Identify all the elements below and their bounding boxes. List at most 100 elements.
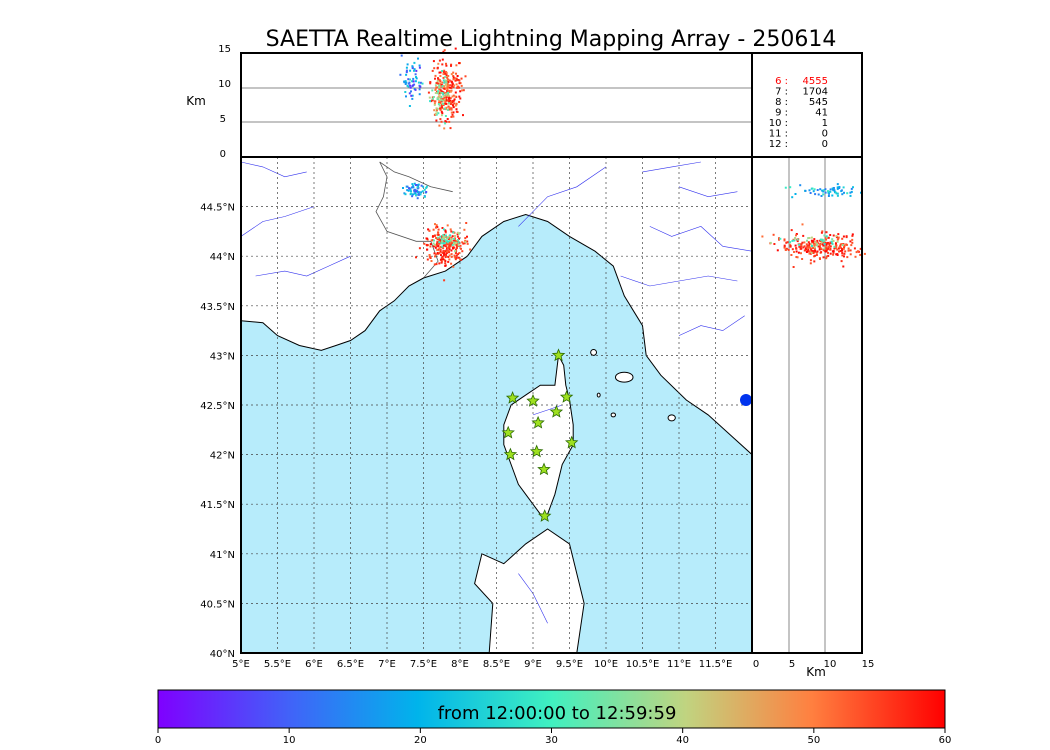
longitude-tick: 9.5°E bbox=[556, 659, 583, 670]
side-point bbox=[859, 253, 862, 256]
side-point bbox=[808, 237, 811, 239]
side-point bbox=[863, 252, 866, 255]
side-point bbox=[829, 234, 832, 236]
altitude-point bbox=[452, 94, 455, 97]
lightning-point bbox=[456, 233, 459, 236]
side-point bbox=[823, 189, 826, 191]
altitude-point bbox=[452, 106, 455, 109]
side-point bbox=[835, 235, 838, 238]
side-point bbox=[810, 248, 813, 251]
lightning-point bbox=[443, 258, 446, 261]
altitude-point bbox=[433, 102, 436, 105]
count-value: 41 bbox=[815, 108, 828, 119]
altitude-point bbox=[413, 68, 416, 71]
lightning-point bbox=[425, 185, 428, 188]
lightning-point bbox=[451, 243, 454, 246]
lightning-point bbox=[438, 241, 441, 244]
altitude-point bbox=[415, 77, 418, 80]
longitude-tick: 10°E bbox=[594, 659, 618, 670]
side-point bbox=[818, 248, 821, 251]
side-point bbox=[842, 265, 845, 268]
altitude-point bbox=[436, 80, 439, 83]
altitude-point bbox=[444, 115, 447, 117]
colorbar-tick-label: 20 bbox=[414, 735, 427, 746]
lightning-point bbox=[423, 242, 426, 245]
side-point bbox=[840, 260, 843, 263]
count-label: 7 : bbox=[775, 87, 788, 98]
altitude-point bbox=[428, 96, 431, 99]
lightning-point bbox=[456, 239, 459, 241]
altitude-point bbox=[433, 67, 436, 70]
altitude-point bbox=[409, 69, 412, 72]
altitude-point bbox=[445, 64, 448, 67]
lightning-point bbox=[464, 237, 467, 240]
altitude-point bbox=[450, 73, 453, 76]
side-point bbox=[827, 246, 830, 249]
altitude-point bbox=[448, 100, 451, 103]
altitude-point bbox=[432, 96, 435, 98]
side-point bbox=[811, 245, 813, 247]
lightning-point bbox=[442, 247, 445, 250]
altitude-point bbox=[435, 110, 438, 113]
side-point bbox=[790, 254, 793, 256]
side-point bbox=[819, 188, 822, 191]
side-point bbox=[807, 241, 810, 244]
altitude-point bbox=[450, 64, 452, 67]
lightning-point bbox=[444, 245, 447, 248]
altitude-panel: 15 10 5 0 Km bbox=[186, 44, 753, 160]
lightning-point bbox=[433, 239, 435, 242]
river-line bbox=[241, 161, 307, 178]
altitude-point bbox=[431, 69, 434, 72]
count-value: 0 bbox=[822, 129, 828, 140]
lightning-point bbox=[404, 193, 407, 196]
lightning-point bbox=[460, 258, 463, 261]
altitude-point bbox=[399, 73, 402, 76]
lightning-point bbox=[465, 222, 468, 224]
longitude-tick: 7.5°E bbox=[410, 659, 437, 670]
side-point bbox=[800, 247, 803, 250]
side-point bbox=[847, 249, 850, 252]
side-point bbox=[836, 248, 839, 251]
altitude-point bbox=[410, 94, 413, 97]
lightning-point bbox=[454, 234, 456, 237]
station-star bbox=[565, 435, 579, 449]
altitude-point bbox=[410, 90, 412, 93]
lightning-point bbox=[444, 262, 447, 265]
side-point bbox=[804, 247, 807, 250]
side-point bbox=[845, 243, 848, 246]
lightning-point bbox=[433, 263, 436, 266]
lightning-point bbox=[417, 183, 420, 186]
side-point bbox=[855, 251, 858, 254]
side-point bbox=[835, 245, 837, 248]
altitude-point bbox=[445, 102, 448, 105]
lightning-point bbox=[456, 235, 459, 238]
side-point bbox=[815, 251, 818, 254]
latitude-tick: 43.5°N bbox=[200, 302, 235, 313]
lightning-point bbox=[443, 250, 445, 253]
side-point bbox=[841, 254, 844, 257]
lightning-point bbox=[444, 253, 447, 256]
side-point bbox=[803, 249, 806, 252]
altitude-point bbox=[443, 102, 446, 105]
side-point bbox=[805, 251, 808, 253]
altitude-point bbox=[450, 80, 453, 83]
side-point bbox=[792, 266, 795, 268]
altitude-point bbox=[438, 84, 441, 87]
altitude-point bbox=[431, 96, 434, 99]
side-point bbox=[827, 195, 830, 197]
altitude-point bbox=[458, 95, 461, 98]
lightning-point bbox=[417, 192, 420, 195]
lightning-point bbox=[414, 192, 417, 195]
altitude-point bbox=[414, 73, 417, 76]
side-point bbox=[793, 251, 795, 253]
side-point bbox=[783, 245, 786, 248]
lightning-point bbox=[428, 254, 431, 257]
side-point bbox=[821, 243, 824, 246]
side-point bbox=[831, 194, 834, 197]
altitude-point bbox=[454, 95, 457, 98]
side-point bbox=[818, 239, 821, 242]
side-point bbox=[832, 251, 835, 254]
lightning-point bbox=[461, 241, 464, 244]
altitude-point bbox=[441, 112, 444, 115]
altitude-point bbox=[406, 63, 409, 66]
